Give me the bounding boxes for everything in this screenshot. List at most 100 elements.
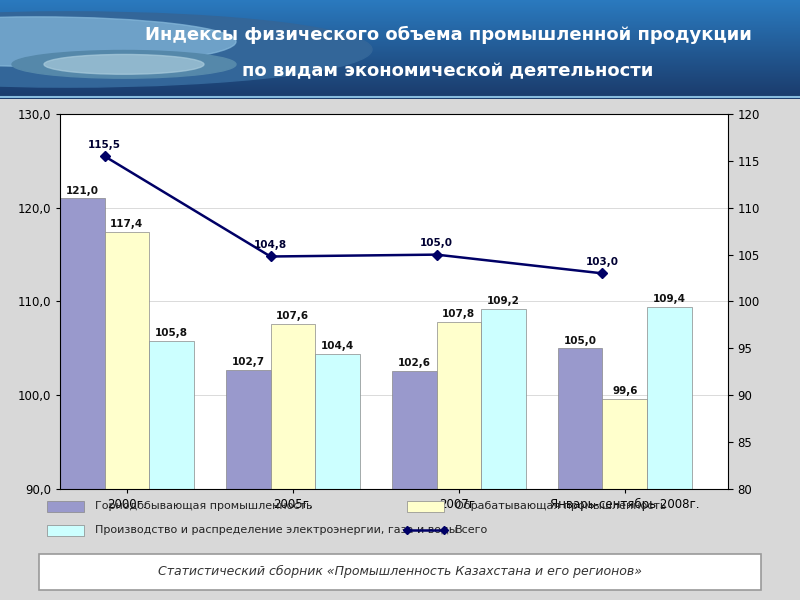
Text: 103,0: 103,0 [586, 257, 619, 267]
Circle shape [0, 17, 236, 67]
Bar [0, 98, 800, 99]
Bar [0, 21, 800, 22]
Text: 102,7: 102,7 [232, 357, 265, 367]
Bar [0, 17, 800, 18]
Bar [0, 20, 800, 21]
Bar [0, 81, 800, 82]
Bar [0, 27, 800, 28]
Bar [0, 7, 800, 8]
Bar [558, 349, 602, 600]
Bar [0, 64, 800, 65]
Bar [0, 71, 800, 72]
Bar [0, 65, 800, 67]
Text: 107,6: 107,6 [276, 311, 310, 321]
Text: Производство и распределение электроэнергии, газа и воды: Производство и распределение электроэнер… [94, 525, 457, 535]
Bar [0, 69, 800, 70]
Circle shape [12, 50, 236, 78]
Bar [481, 309, 526, 600]
Bar [0, 62, 800, 64]
Bar [0, 4, 800, 5]
Bar [0, 13, 800, 14]
Text: Статистический сборник «Промышленность Казахстана и его регионов»: Статистический сборник «Промышленность К… [158, 565, 642, 578]
Bar [0, 93, 800, 94]
Bar [0, 92, 800, 93]
Bar [0, 78, 800, 79]
Bar [0, 2, 800, 3]
Bar [0, 90, 800, 91]
Bar [407, 500, 444, 512]
Bar [0, 67, 800, 68]
Bar [0, 59, 800, 61]
Bar [0, 75, 800, 76]
Text: 105,0: 105,0 [564, 335, 597, 346]
Bar [0, 29, 800, 31]
Bar [0, 6, 800, 7]
Bar [0, 58, 800, 59]
Bar [0, 91, 800, 92]
Bar [0, 9, 800, 10]
Bar [0, 47, 800, 49]
Bar [46, 500, 83, 512]
Bar [0, 84, 800, 85]
Circle shape [44, 55, 204, 74]
Bar [0, 74, 800, 75]
Bar [0, 12, 800, 13]
Bar [60, 199, 105, 600]
Bar [46, 524, 83, 536]
Bar [0, 0, 800, 1]
Bar [0, 32, 800, 34]
Bar [392, 371, 437, 600]
Circle shape [0, 12, 372, 87]
Bar [0, 77, 800, 78]
Bar [0, 94, 800, 95]
Text: 107,8: 107,8 [442, 310, 475, 319]
Bar [0, 96, 800, 97]
Bar [226, 370, 270, 600]
Bar [0, 83, 800, 84]
Text: 104,4: 104,4 [321, 341, 354, 351]
Bar [0, 18, 800, 19]
Bar [0, 50, 800, 52]
Bar [0, 89, 800, 90]
Bar [0, 80, 800, 81]
Text: 99,6: 99,6 [612, 386, 638, 396]
FancyBboxPatch shape [39, 553, 761, 590]
Bar [0, 43, 800, 44]
Bar [315, 354, 359, 600]
Bar [0, 87, 800, 88]
Bar [0, 8, 800, 9]
Bar [0, 55, 800, 56]
Bar [0, 15, 800, 16]
Bar [0, 1, 800, 2]
Bar [437, 322, 481, 600]
Bar [0, 5, 800, 6]
Bar [0, 97, 800, 98]
Text: 105,0: 105,0 [420, 238, 453, 248]
Text: Индексы физического объема промышленной продукции: Индексы физического объема промышленной … [145, 26, 751, 44]
Bar [0, 53, 800, 55]
Bar [0, 34, 800, 35]
Text: Обрабатывающая промышленность: Обрабатывающая промышленность [455, 501, 666, 511]
Bar [0, 88, 800, 89]
Bar [0, 44, 800, 46]
Bar [0, 16, 800, 17]
Bar [0, 61, 800, 62]
Bar [0, 37, 800, 38]
Text: 102,6: 102,6 [398, 358, 430, 368]
Bar [0, 31, 800, 32]
Text: по видам экономической деятельности: по видам экономической деятельности [242, 62, 654, 80]
Text: Всего: Всего [455, 525, 489, 535]
Bar [0, 23, 800, 24]
Bar [149, 341, 194, 600]
Bar [0, 14, 800, 15]
Bar [0, 86, 800, 87]
Bar [602, 399, 647, 600]
Text: 105,8: 105,8 [155, 328, 188, 338]
Bar [0, 76, 800, 77]
Bar [0, 82, 800, 83]
Bar [270, 324, 315, 600]
Bar [0, 49, 800, 50]
Bar [647, 307, 691, 600]
Bar [0, 11, 800, 12]
Bar [0, 72, 800, 73]
